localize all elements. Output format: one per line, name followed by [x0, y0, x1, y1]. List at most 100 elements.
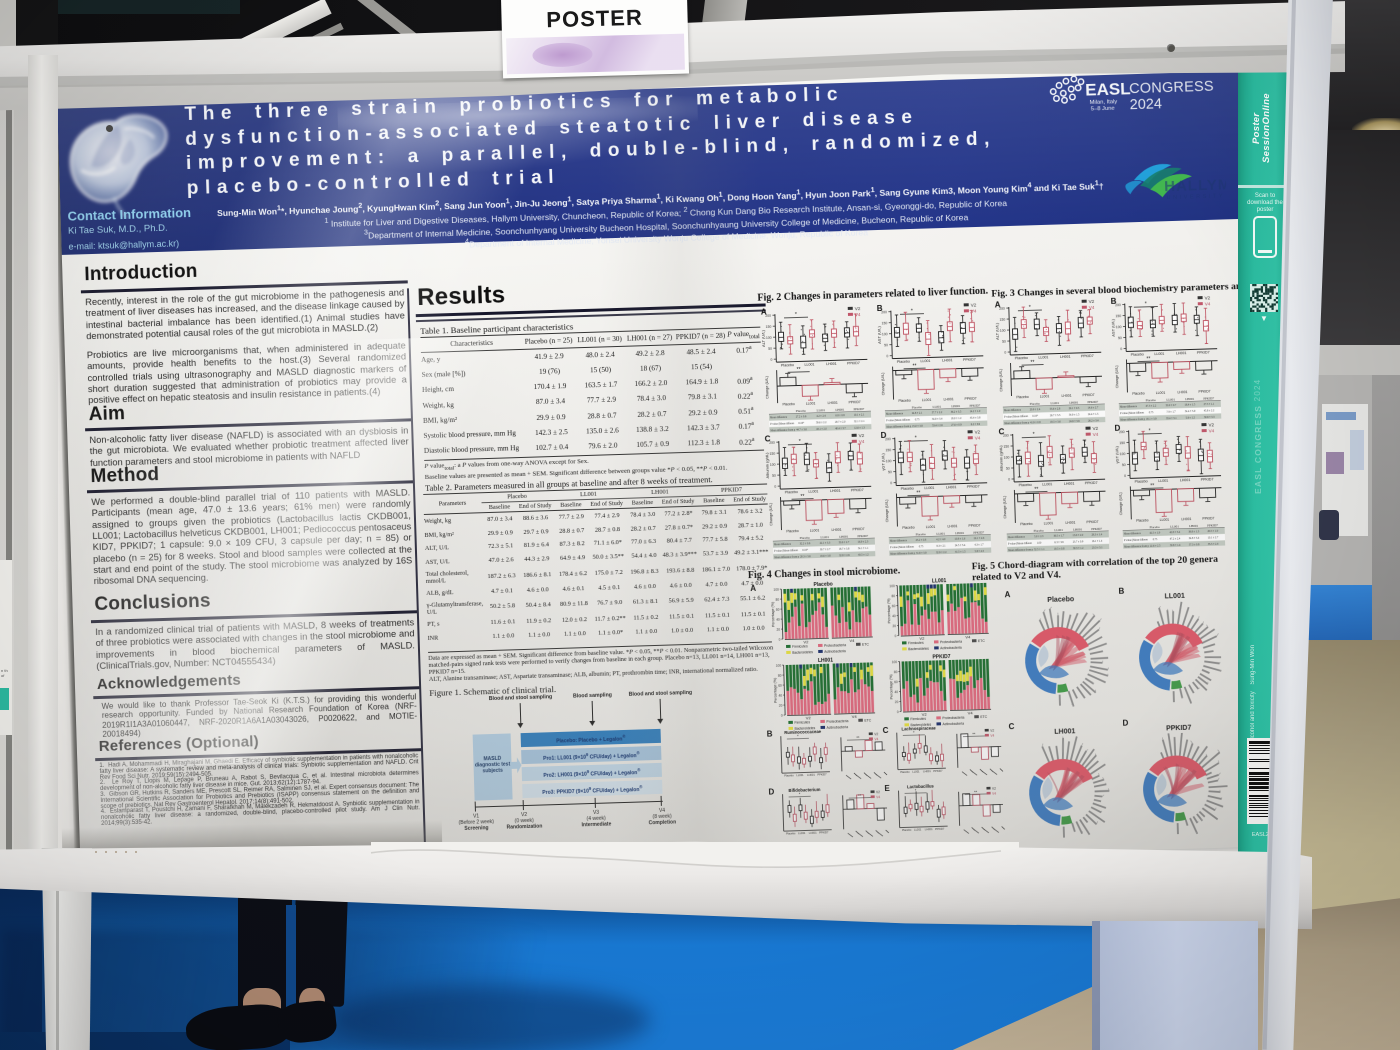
- svg-text:60: 60: [776, 607, 780, 611]
- svg-text:V2: V2: [806, 715, 812, 720]
- svg-text:47.2 ± 2.4: 47.2 ± 2.4: [1170, 537, 1181, 540]
- svg-text:P value (Mean differen: P value (Mean differen: [1004, 415, 1029, 419]
- svg-text:0.75: 0.75: [1153, 538, 1158, 541]
- svg-text:Ruminococcaceae: Ruminococcaceae: [784, 729, 822, 735]
- svg-text:V4: V4: [874, 737, 878, 741]
- svg-text:36.2 ± 3.5: 36.2 ± 3.5: [951, 411, 962, 414]
- svg-text:5.8 ± 2.3: 5.8 ± 2.3: [975, 550, 985, 553]
- svg-text:16.9 ± 2.3: 16.9 ± 2.3: [858, 540, 869, 543]
- svg-text:50: 50: [1006, 467, 1010, 471]
- svg-text:50.9 ± 3.3: 50.9 ± 3.3: [1204, 416, 1215, 419]
- svg-text:Firmicutes: Firmicutes: [910, 717, 926, 721]
- svg-text:LH001: LH001: [1181, 517, 1191, 521]
- svg-text:LH001: LH001: [826, 362, 837, 366]
- svg-text:32.9 ± 2.2: 32.9 ± 2.2: [936, 551, 947, 554]
- svg-text:V2: V2: [990, 728, 994, 732]
- svg-text:LL001: LL001: [804, 362, 814, 366]
- svg-text:24.9 ± 3.9: 24.9 ± 3.9: [1069, 420, 1080, 423]
- svg-text:Mean difference: Mean difference: [886, 412, 904, 416]
- svg-text:0: 0: [1008, 478, 1010, 482]
- svg-text:10.1 ± 2.1: 10.1 ± 2.1: [854, 413, 865, 416]
- svg-text:23.2 ± 0.8: 23.2 ± 0.8: [916, 539, 927, 542]
- svg-text:Bacteroidetes: Bacteroidetes: [795, 726, 816, 731]
- svg-text:Placebo: Placebo: [1019, 483, 1032, 487]
- svg-text:45.8 ± 2.2: 45.8 ± 2.2: [1204, 409, 1215, 412]
- svg-text:57.7 ± 2.2: 57.7 ± 2.2: [932, 411, 943, 414]
- svg-text:10.1 ± 2.7: 10.1 ± 2.7: [1208, 536, 1219, 539]
- svg-text:LL001: LL001: [796, 773, 804, 777]
- svg-text:LH001: LH001: [830, 489, 841, 493]
- svg-text:0.75: 0.75: [915, 418, 920, 421]
- svg-text:V4: V4: [1205, 301, 1211, 306]
- svg-text:6.2 ± 3.9: 6.2 ± 3.9: [971, 423, 981, 426]
- svg-text:LH001: LH001: [923, 769, 931, 773]
- svg-text:LL001: LL001: [924, 486, 934, 490]
- svg-text:Percentage (%): Percentage (%): [887, 598, 892, 623]
- svg-text:0: 0: [890, 481, 892, 485]
- svg-text:LL001: LL001: [922, 398, 932, 402]
- svg-text:A: A: [995, 300, 1001, 309]
- svg-text:18.1 ± 3.9: 18.1 ± 3.9: [1146, 417, 1157, 420]
- svg-text:PPKID7: PPKID7: [963, 358, 976, 362]
- svg-text:LH001: LH001: [946, 485, 957, 489]
- svg-text:PPKID7: PPKID7: [969, 404, 980, 408]
- svg-text:100: 100: [773, 587, 779, 591]
- svg-text:V2: V2: [874, 732, 878, 736]
- svg-text:100: 100: [1004, 456, 1010, 460]
- svg-text:31.8 ± 3.9: 31.8 ± 3.9: [916, 551, 927, 554]
- svg-text:16.1 ± 1.4: 16.1 ± 1.4: [1092, 540, 1103, 543]
- svg-text:Placebo: Placebo: [900, 770, 910, 774]
- svg-text:Mean difference from p: Mean difference from p: [1124, 545, 1149, 549]
- svg-text:150: 150: [1115, 314, 1121, 318]
- svg-text:PPKID7: PPKID7: [1207, 523, 1218, 527]
- svg-text:14.2 ± 1.0: 14.2 ± 1.0: [970, 410, 981, 413]
- svg-text:23.7 ± 0.9: 23.7 ± 0.9: [1073, 540, 1084, 543]
- svg-text:18.4 ± 1.5: 18.4 ± 1.5: [1185, 403, 1196, 406]
- svg-text:0.16*: 0.16*: [1032, 415, 1039, 418]
- svg-text:Placebo: Placebo: [786, 529, 798, 533]
- svg-text:LL001: LL001: [936, 532, 945, 536]
- svg-text:V4: V4: [990, 733, 994, 737]
- svg-text:Proteobacteria: Proteobacteria: [824, 643, 846, 648]
- svg-text:50: 50: [772, 474, 776, 478]
- svg-text:Mean difference from p: Mean difference from p: [774, 555, 799, 559]
- svg-text:LL001: LL001: [1044, 521, 1054, 525]
- svg-text:22.1 ± 3.3: 22.1 ± 3.3: [820, 542, 831, 545]
- svg-text:4.2 ± 2.4: 4.2 ± 2.4: [816, 415, 826, 418]
- svg-text:*: *: [799, 439, 801, 445]
- svg-text:Placebo: Placebo: [800, 536, 811, 540]
- svg-text:Bifidobacterium: Bifidobacterium: [788, 787, 820, 793]
- svg-text:*: *: [915, 435, 917, 441]
- svg-text:LL001: LL001: [920, 359, 930, 363]
- svg-text:6.3 ± 3.9: 6.3 ± 3.9: [1054, 541, 1064, 544]
- svg-text:PPKID7: PPKID7: [973, 530, 984, 534]
- svg-text:Proteobacteria: Proteobacteria: [940, 640, 962, 645]
- svg-text:C: C: [765, 434, 771, 443]
- svg-text:PPKID7: PPKID7: [1197, 350, 1210, 354]
- svg-text:Placebo: Placebo: [897, 360, 910, 364]
- svg-text:Placebo: Placebo: [1015, 356, 1028, 360]
- svg-text:**: **: [1034, 487, 1038, 493]
- svg-text:PPKID7: PPKID7: [932, 654, 950, 661]
- svg-text:LH001: LH001: [839, 535, 849, 539]
- svg-text:150: 150: [1119, 441, 1125, 445]
- svg-text:V4: V4: [971, 309, 977, 314]
- svg-text:19.5 ± 3.6: 19.5 ± 3.6: [1050, 420, 1061, 423]
- svg-text:Percentage (%): Percentage (%): [889, 674, 894, 699]
- svg-text:HALLYM: HALLYM: [1164, 176, 1227, 195]
- svg-text:6.8 ± 0.8: 6.8 ± 0.8: [835, 414, 845, 417]
- svg-text:Percentage (%): Percentage (%): [773, 678, 778, 703]
- svg-text:19.1 ± 2.6: 19.1 ± 2.6: [974, 537, 985, 540]
- svg-text:Bacteroidetes: Bacteroidetes: [910, 723, 931, 728]
- svg-text:Firmicutes: Firmicutes: [792, 644, 808, 648]
- svg-text:32.1 ± 2.1: 32.1 ± 2.1: [854, 420, 865, 423]
- svg-text:53.6 ± 2.8: 53.6 ± 2.8: [1050, 407, 1061, 410]
- svg-text:PPKID7: PPKID7: [1086, 520, 1098, 524]
- svg-text:50: 50: [884, 343, 888, 347]
- svg-text:LH001: LH001: [809, 831, 817, 835]
- svg-text:PPKID7: PPKID7: [1201, 477, 1214, 481]
- svg-text:PPKID7: PPKID7: [1081, 354, 1094, 358]
- svg-text:LL001: LL001: [1166, 398, 1175, 402]
- svg-text:200: 200: [885, 437, 891, 441]
- svg-text:19.6 ± 3.8: 19.6 ± 3.8: [820, 554, 831, 557]
